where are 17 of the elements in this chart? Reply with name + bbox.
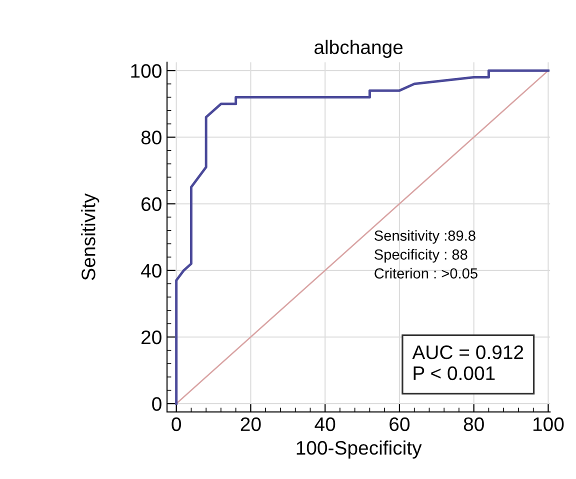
annotation: Sensitivity :89.8 Specificity : 88 Criterion : >0.05: [374, 230, 478, 279]
annotation: AUC = 0.912 P < 0.001: [412, 345, 524, 380]
y-tick-label: 0: [152, 397, 162, 411]
y-tick-label: 20: [142, 330, 162, 344]
x-tick-label: 20: [240, 417, 261, 432]
x-tick-label: 100: [533, 417, 564, 432]
y-tick-label: 80: [141, 130, 162, 144]
y-tick-label: 40: [141, 264, 162, 278]
x-tick-label: 40: [314, 417, 336, 432]
x-axis-title: 100-Specificity: [296, 440, 422, 459]
x-tick-label: 80: [464, 417, 484, 432]
chart-title: albchange: [314, 40, 403, 58]
x-tick-label: 60: [390, 417, 410, 432]
y-axis-title: Sensitivity: [81, 193, 100, 280]
y-tick-label: 100: [131, 64, 162, 78]
x-tick-label: 0: [172, 417, 181, 432]
y-tick-label: 60: [142, 197, 162, 212]
